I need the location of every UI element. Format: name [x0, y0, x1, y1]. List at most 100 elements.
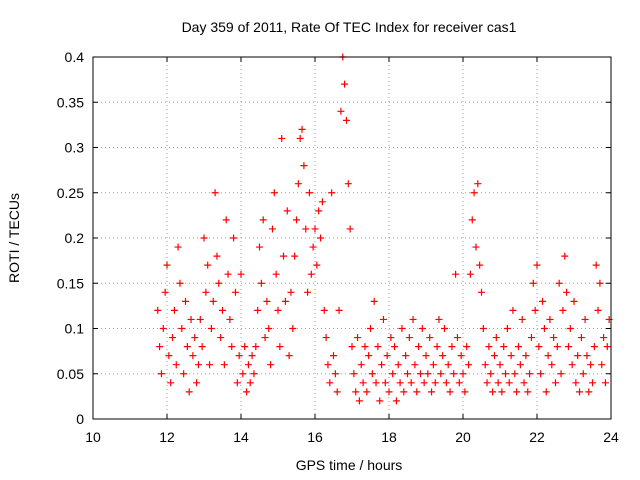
y-tick-label: 0.05	[57, 366, 84, 382]
data-point	[533, 261, 541, 269]
data-point	[293, 216, 300, 224]
data-point	[518, 315, 526, 323]
x-axis-ticks: 10 12 14 16 18 20 22 24	[85, 57, 619, 445]
data-point	[276, 343, 284, 351]
data-point	[387, 334, 395, 342]
x-tick-label: 16	[307, 429, 323, 445]
data-point	[224, 270, 232, 278]
data-point	[363, 388, 371, 396]
data-point	[461, 388, 469, 396]
data-point	[490, 352, 498, 360]
data-point	[287, 288, 295, 296]
data-point	[511, 370, 519, 378]
data-point	[285, 352, 293, 360]
data-point	[244, 361, 252, 369]
data-point	[169, 334, 177, 342]
y-tick-label: 0.35	[57, 94, 84, 110]
data-point	[365, 352, 373, 360]
data-point	[577, 334, 585, 342]
data-point	[235, 352, 243, 360]
data-point	[182, 297, 189, 305]
data-point	[335, 306, 343, 314]
data-point	[200, 234, 208, 242]
data-point	[507, 352, 515, 360]
data-point	[559, 306, 567, 314]
data-point	[466, 270, 474, 278]
y-axis-ticks: 0 0.05 0.1 0.15 0.2 0.25 0.3 0.35 0.4	[57, 49, 611, 427]
data-point	[574, 352, 582, 360]
data-point	[568, 361, 576, 369]
data-point	[540, 325, 548, 332]
data-point	[535, 343, 543, 351]
data-point	[156, 343, 164, 351]
data-point	[576, 388, 584, 396]
data-point	[183, 343, 191, 351]
data-point	[213, 252, 221, 260]
data-point	[424, 370, 432, 378]
data-point	[241, 343, 249, 351]
data-point	[435, 315, 443, 323]
data-point	[324, 361, 332, 369]
data-point	[531, 306, 539, 314]
data-point	[309, 243, 317, 251]
data-point	[552, 379, 559, 387]
data-point	[367, 325, 374, 332]
data-point	[311, 225, 319, 233]
data-point	[596, 279, 604, 287]
chart-title: Day 359 of 2011, Rate Of TEC Index for r…	[182, 19, 517, 35]
data-point	[254, 306, 262, 314]
data-point	[207, 325, 215, 332]
data-point	[300, 162, 308, 170]
data-point	[307, 270, 315, 278]
data-point	[209, 297, 217, 305]
data-point	[503, 325, 511, 332]
data-point	[455, 379, 463, 387]
data-point	[298, 125, 306, 133]
data-point	[555, 279, 563, 287]
data-point	[157, 370, 165, 378]
data-point	[178, 325, 186, 332]
data-point	[344, 180, 352, 188]
data-point	[274, 306, 282, 314]
data-point	[239, 370, 247, 378]
data-point	[326, 379, 334, 387]
data-point	[379, 315, 387, 323]
data-point	[198, 343, 206, 351]
data-point	[174, 243, 182, 251]
data-point	[453, 334, 461, 342]
data-point	[368, 370, 376, 378]
data-point	[439, 352, 447, 360]
data-point	[226, 315, 234, 323]
data-point	[479, 325, 487, 332]
data-point	[522, 352, 530, 360]
data-point	[296, 134, 304, 142]
data-point	[302, 225, 310, 233]
data-point	[457, 352, 465, 360]
data-point	[176, 279, 184, 287]
data-point	[570, 297, 578, 305]
data-point	[566, 325, 574, 332]
data-point	[250, 370, 258, 378]
data-point	[252, 343, 260, 351]
data-point	[526, 370, 534, 378]
data-point	[402, 352, 410, 360]
data-point	[470, 189, 478, 197]
data-point	[600, 334, 608, 342]
data-point	[463, 343, 471, 351]
data-point	[505, 379, 513, 387]
data-point	[355, 397, 363, 405]
data-point	[524, 388, 532, 396]
data-point	[561, 252, 569, 260]
data-point	[318, 198, 326, 206]
data-point	[553, 343, 561, 351]
data-point	[472, 243, 480, 251]
data-point	[320, 306, 328, 314]
data-point	[391, 343, 399, 351]
data-point	[474, 180, 482, 188]
data-point	[385, 388, 393, 396]
data-point	[233, 379, 241, 387]
data-point	[194, 361, 202, 369]
data-point	[548, 361, 556, 369]
data-point	[431, 379, 439, 387]
